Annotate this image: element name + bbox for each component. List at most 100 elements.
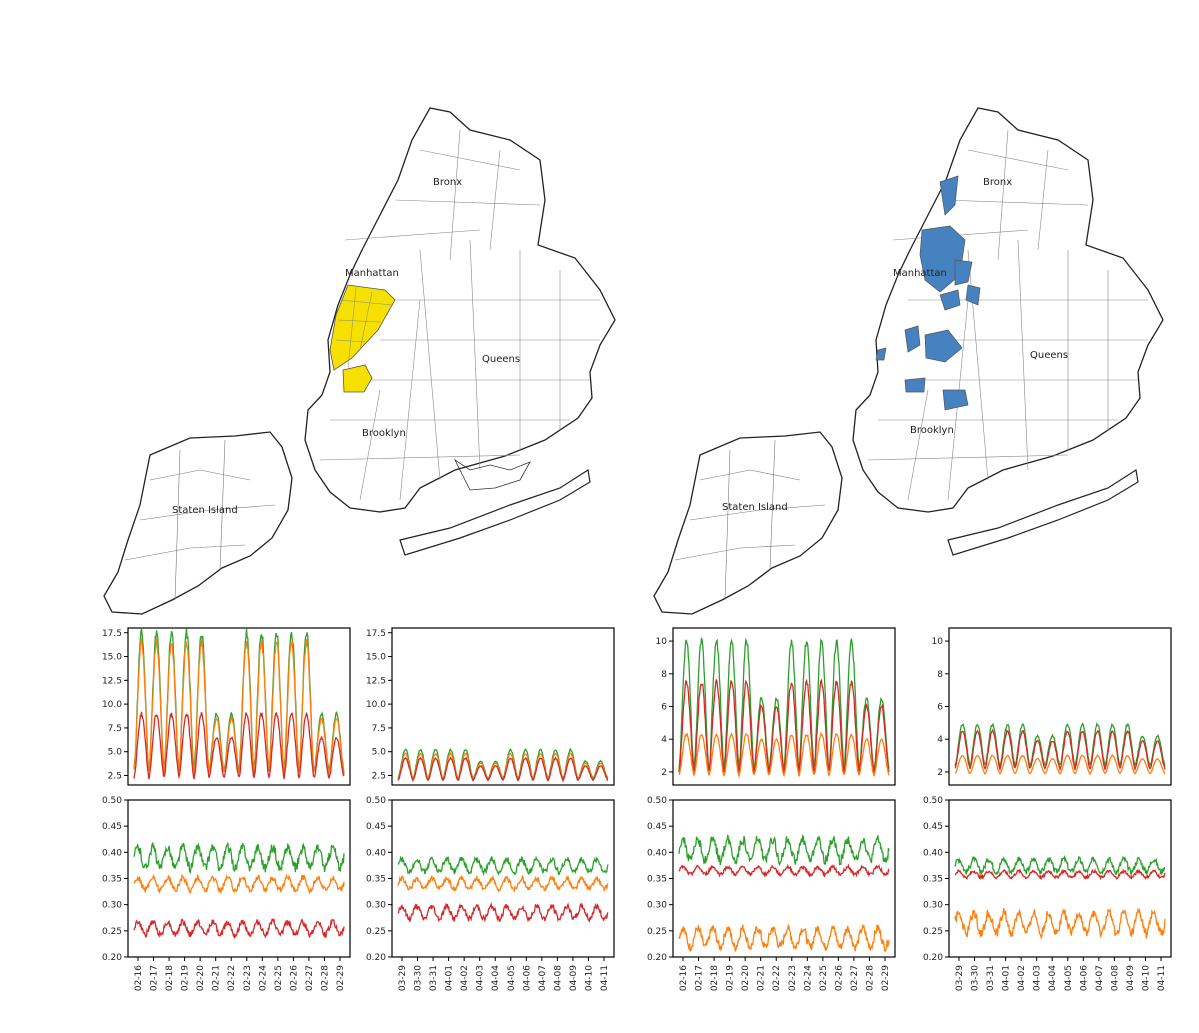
y-tick-label: 10.0 xyxy=(102,700,122,710)
x-tick-label: 02-18 xyxy=(165,965,175,991)
chart-panels: 2.5 5.0 7.5 10.0 12.5 15.0 17.5 2.5 5.0 7.5 10.0 12… xyxy=(102,627,1172,991)
y-tick-label: 0.45 xyxy=(366,822,386,832)
y-tick-label: 0.20 xyxy=(366,953,386,963)
chart-left-bottom-a: 0.20 0.25 0.30 0.35 0.40 0.45 0.50 02-16 02-17 02… xyxy=(102,796,351,991)
y-tick-label: 10.0 xyxy=(366,700,386,710)
y-tick-label: 0.50 xyxy=(102,796,122,806)
y-tick-label: 2.5 xyxy=(372,771,386,781)
x-tick-label: 02-28 xyxy=(865,965,875,991)
y-tick-label: 4 xyxy=(937,735,943,745)
y-tick-label: 0.30 xyxy=(102,901,122,911)
x-tick-label: 04-11 xyxy=(1157,965,1167,991)
y-tick-label: 5.0 xyxy=(372,748,387,758)
chart-left-top-b: 2.5 5.0 7.5 10.0 12.5 15.0 17.5 xyxy=(366,627,615,786)
x-tick-label: 02-24 xyxy=(803,965,813,991)
x-tick-label: 02-24 xyxy=(258,965,268,991)
label-manhattan: Manhattan xyxy=(893,268,947,279)
y-tick-label: 0.20 xyxy=(647,953,667,963)
y-tick-label: 2.5 xyxy=(108,771,122,781)
y-tick-label: 0.40 xyxy=(366,848,386,858)
y-tick-label: 10 xyxy=(656,637,668,647)
series-line-green xyxy=(954,854,1166,877)
x-tick-label: 04-10 xyxy=(584,965,594,991)
x-tick-label: 04-09 xyxy=(1126,965,1136,991)
label-bronx: Bronx xyxy=(433,177,462,188)
series-line-red xyxy=(133,918,345,940)
y-tick-label: 0.30 xyxy=(647,901,667,911)
y-tick-label: 15.0 xyxy=(102,653,122,663)
x-tick-label: 02-25 xyxy=(819,965,829,991)
series-line-orange xyxy=(678,731,890,779)
x-tick-label: 04-02 xyxy=(460,965,470,991)
label-staten-island: Staten Island xyxy=(722,502,788,513)
y-tick-label: 5.0 xyxy=(108,748,123,758)
y-tick-label: 0.35 xyxy=(102,875,122,885)
x-tick-label: 02-21 xyxy=(757,965,767,991)
label-staten-island: Staten Island xyxy=(172,505,238,516)
x-tick-label: 02-29 xyxy=(881,965,891,991)
label-bronx: Bronx xyxy=(983,177,1012,188)
y-tick-label: 0.20 xyxy=(102,953,122,963)
x-tick-label: 04-04 xyxy=(1048,965,1058,991)
x-tick-label: 04-08 xyxy=(1110,965,1120,991)
x-tick-label: 04-03 xyxy=(476,965,486,991)
y-tick-label: 2 xyxy=(937,768,943,778)
y-tick-label: 0.45 xyxy=(923,822,943,832)
x-tick-label: 04-06 xyxy=(1079,965,1089,991)
series-line-orange xyxy=(954,753,1166,776)
y-tick-label: 0.50 xyxy=(923,796,943,806)
chart-left-top-a: 2.5 5.0 7.5 10.0 12.5 15.0 17.5 xyxy=(102,627,351,786)
x-tick-label: 04-09 xyxy=(569,965,579,991)
y-tick-label: 12.5 xyxy=(366,676,386,686)
series-line-green xyxy=(954,722,1166,769)
plot-frame xyxy=(672,799,896,958)
y-tick-label: 17.5 xyxy=(366,629,386,639)
x-tick-label: 04-08 xyxy=(553,965,563,991)
x-tick-label: 02-16 xyxy=(134,965,144,991)
x-tick-label: 02-26 xyxy=(289,965,299,991)
y-tick-label: 0.20 xyxy=(923,953,943,963)
x-tick-label: 04-01 xyxy=(1002,965,1012,991)
x-tick-label: 04-07 xyxy=(538,965,548,991)
y-tick-label: 0.25 xyxy=(366,927,386,937)
x-tick-label: 04-02 xyxy=(1017,965,1027,991)
label-manhattan: Manhattan xyxy=(345,268,399,279)
x-tick-label: 02-27 xyxy=(305,965,315,991)
series-line-orange xyxy=(133,638,345,777)
chart-right-top-b: 2 4 6 8 10 xyxy=(932,627,1172,786)
series-line-orange xyxy=(133,873,345,895)
x-tick-label: 02-22 xyxy=(227,965,237,991)
chart-left-bottom-b: 0.20 0.25 0.30 0.35 0.40 0.45 0.50 03-29 03-30 03… xyxy=(366,796,615,991)
x-tick-label: 04-07 xyxy=(1095,965,1105,991)
label-brooklyn: Brooklyn xyxy=(362,428,406,439)
x-tick-label: 04-05 xyxy=(1064,965,1074,991)
y-tick-label: 0.40 xyxy=(102,848,122,858)
y-tick-label: 15.0 xyxy=(366,653,386,663)
y-tick-label: 0.35 xyxy=(366,875,386,885)
series-line-orange xyxy=(397,874,609,893)
x-tick-label: 02-25 xyxy=(274,965,284,991)
series-line-green xyxy=(133,842,345,875)
x-tick-label: 03-29 xyxy=(398,965,408,991)
x-tick-label: 03-29 xyxy=(955,965,965,991)
y-tick-label: 10 xyxy=(932,637,944,647)
y-tick-label: 12.5 xyxy=(102,676,122,686)
x-tick-label: 04-10 xyxy=(1141,965,1151,991)
y-tick-label: 0.50 xyxy=(647,796,667,806)
label-queens: Queens xyxy=(1030,350,1068,361)
x-tick-label: 02-29 xyxy=(336,965,346,991)
y-tick-label: 0.50 xyxy=(366,796,386,806)
y-tick-label: 2 xyxy=(661,768,667,778)
x-tick-label: 02-26 xyxy=(834,965,844,991)
x-tick-label: 04-01 xyxy=(445,965,455,991)
x-tick-label: 02-27 xyxy=(850,965,860,991)
manhattan-highlight-yellow xyxy=(329,284,396,393)
chart-right-bottom-a: 0.20 0.25 0.30 0.35 0.40 0.45 0.50 02-16 02-17 02… xyxy=(647,796,896,991)
y-tick-label: 0.30 xyxy=(366,901,386,911)
x-tick-label: 04-05 xyxy=(507,965,517,991)
chart-right-bottom-b: 0.20 0.25 0.30 0.35 0.40 0.45 0.50 03-29 03-30 03… xyxy=(923,796,1172,991)
x-tick-label: 04-06 xyxy=(522,965,532,991)
x-tick-label: 02-28 xyxy=(320,965,330,991)
y-tick-label: 8 xyxy=(937,670,943,680)
